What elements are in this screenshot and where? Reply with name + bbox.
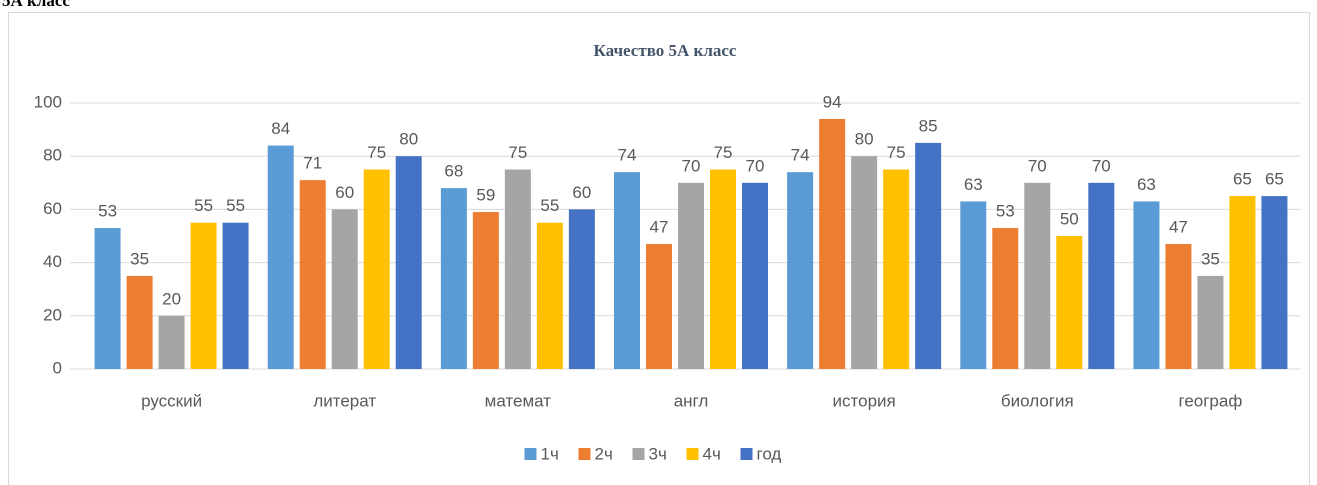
bar — [568, 209, 595, 369]
bar — [267, 145, 294, 369]
data-label: 75 — [508, 143, 527, 162]
legend-swatch — [524, 448, 537, 460]
x-tick-label: биология — [1001, 391, 1074, 410]
bar — [1165, 243, 1192, 369]
data-label: 70 — [1092, 156, 1111, 175]
data-label: 70 — [1028, 156, 1047, 175]
data-label: 65 — [1233, 170, 1252, 189]
data-label: 60 — [335, 183, 354, 202]
data-label: 75 — [887, 143, 906, 162]
data-label: 20 — [162, 289, 181, 308]
y-tick-label: 0 — [53, 358, 62, 377]
bar — [363, 169, 390, 369]
data-label: 74 — [791, 146, 810, 165]
bar — [94, 228, 121, 369]
bar — [158, 315, 185, 369]
bar — [646, 243, 672, 369]
y-tick-label: 60 — [43, 199, 62, 218]
x-tick-label: история — [833, 391, 896, 410]
data-label: 80 — [855, 130, 874, 149]
x-tick-label: англ — [674, 391, 709, 410]
data-label: 74 — [618, 146, 637, 165]
data-label: 80 — [399, 130, 418, 149]
bar — [614, 172, 640, 369]
data-label: 35 — [130, 249, 149, 268]
data-label: 60 — [572, 183, 591, 202]
data-label: 63 — [964, 175, 983, 194]
bar — [504, 169, 531, 369]
data-label: 53 — [98, 202, 117, 221]
bar — [787, 172, 814, 369]
bar — [992, 228, 1019, 369]
legend-swatch — [740, 448, 753, 460]
legend-label: 1ч — [541, 444, 559, 463]
bar — [819, 118, 846, 370]
legend-label: 4ч — [703, 444, 721, 463]
data-label: 63 — [1137, 175, 1156, 194]
bar — [1056, 236, 1083, 369]
data-label: 55 — [540, 196, 559, 215]
legend-swatch — [578, 448, 591, 460]
data-label: 75 — [367, 143, 386, 162]
bar — [960, 201, 987, 369]
y-tick-label: 80 — [43, 146, 62, 165]
x-tick-label: географ — [1179, 391, 1243, 410]
bar — [1024, 182, 1051, 369]
bar — [1261, 196, 1288, 369]
heading: 5А класс — [2, 0, 70, 10]
data-label: 35 — [1201, 249, 1220, 268]
data-label: 59 — [476, 186, 495, 205]
chart-title: Качество 5А класс — [594, 41, 737, 60]
bar — [1088, 182, 1115, 369]
data-label: 70 — [682, 156, 701, 175]
bar — [1229, 196, 1256, 369]
data-label: 85 — [919, 116, 938, 135]
data-label: 47 — [650, 217, 669, 236]
bar — [222, 222, 249, 369]
x-tick-label: математ — [485, 391, 552, 410]
bar — [440, 188, 467, 369]
bar — [395, 156, 422, 369]
bar — [126, 275, 153, 369]
bar — [678, 182, 704, 369]
bar — [915, 142, 942, 369]
data-label: 55 — [194, 196, 213, 215]
x-tick-label: литерат — [313, 391, 376, 410]
y-tick-label: 100 — [34, 92, 62, 111]
data-label: 50 — [1060, 209, 1079, 228]
bar — [710, 169, 736, 369]
data-label: 53 — [996, 202, 1015, 221]
legend-label: 3ч — [649, 444, 667, 463]
data-label: 84 — [271, 119, 290, 138]
bar — [1197, 275, 1224, 369]
legend-label: год — [757, 444, 782, 463]
data-label: 94 — [823, 92, 842, 111]
data-label: 71 — [303, 154, 322, 173]
data-label: 47 — [1169, 217, 1188, 236]
data-label: 68 — [444, 162, 463, 181]
x-tick-label: русский — [141, 391, 202, 410]
data-label: 70 — [746, 156, 765, 175]
bar — [472, 212, 499, 369]
bar — [331, 209, 358, 369]
bar — [536, 222, 563, 369]
bar — [1133, 201, 1160, 369]
bar — [883, 169, 910, 369]
legend-label: 2ч — [595, 444, 613, 463]
bar — [190, 222, 217, 369]
data-label: 55 — [226, 196, 245, 215]
bar — [299, 180, 326, 369]
legend-swatch — [686, 448, 699, 460]
data-label: 75 — [714, 143, 733, 162]
bar — [851, 156, 878, 369]
y-tick-label: 20 — [43, 305, 62, 324]
data-label: 65 — [1265, 170, 1284, 189]
legend-swatch — [632, 448, 645, 460]
bar — [742, 182, 768, 369]
y-tick-label: 40 — [43, 252, 62, 271]
